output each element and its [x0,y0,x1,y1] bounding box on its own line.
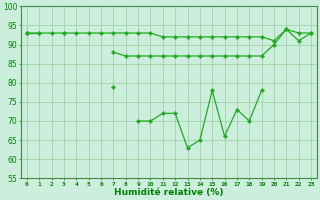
X-axis label: Humidité relative (%): Humidité relative (%) [114,188,224,197]
